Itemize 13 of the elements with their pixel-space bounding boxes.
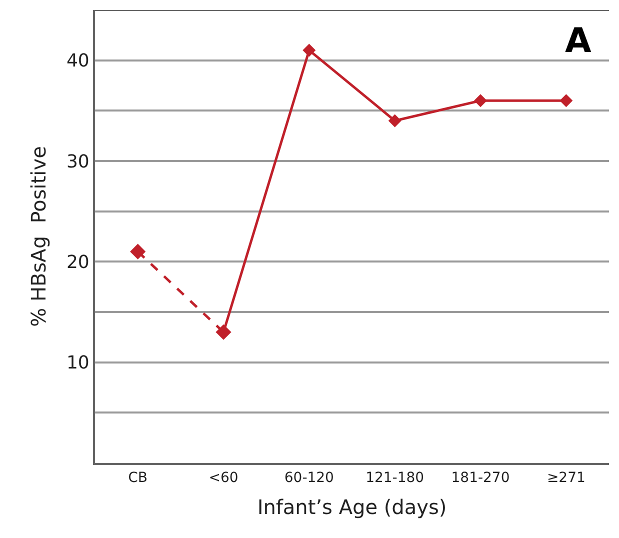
x-tick-label: <60 (208, 470, 238, 486)
x-tick-label: CB (128, 470, 148, 486)
x-tick-label: ≥271 (546, 470, 586, 486)
x-tick-label: 181-270 (451, 470, 510, 486)
x-tick-label: 121-180 (366, 470, 424, 486)
x-tick-label: 60-120 (284, 470, 334, 486)
y-tick-label: 10 (66, 352, 90, 374)
annotation: A (565, 21, 592, 61)
y-tick-label: 20 (66, 252, 90, 273)
y-axis-title: % HBsAg Positive (26, 146, 50, 327)
y-tick-label: 40 (66, 50, 90, 72)
x-axis-title: Infant’s Age (days) (257, 494, 447, 519)
y-tick-label: 30 (66, 151, 90, 172)
